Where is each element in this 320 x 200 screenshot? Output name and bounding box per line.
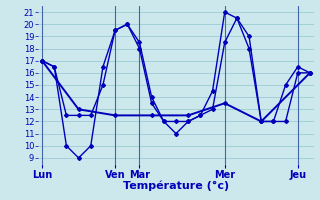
X-axis label: Température (°c): Température (°c): [123, 181, 229, 191]
